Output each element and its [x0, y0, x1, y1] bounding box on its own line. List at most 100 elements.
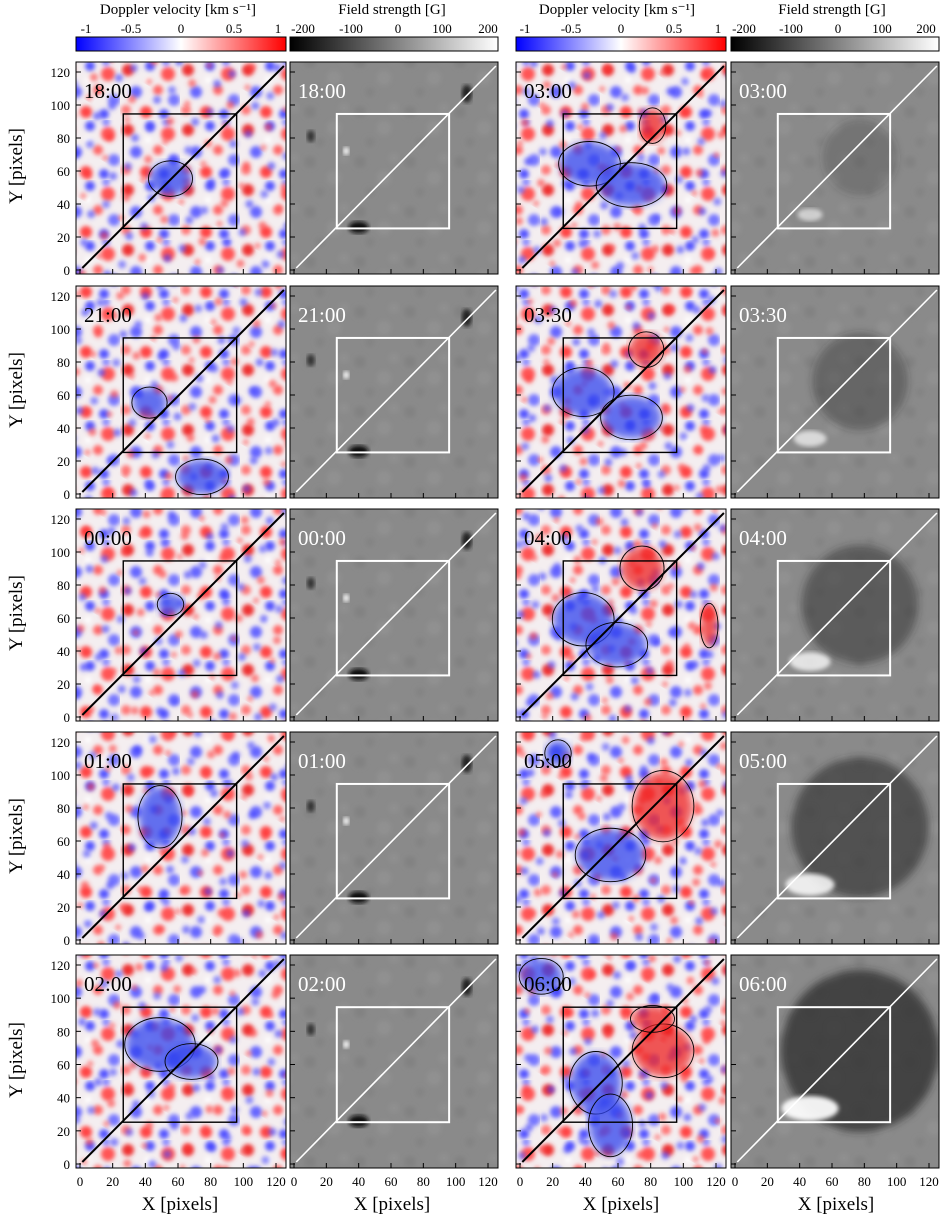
y-tick-label: 80: [57, 1024, 70, 1039]
region-box: [776, 112, 892, 230]
colorbar-tick: -1: [81, 21, 92, 36]
diagonal-cut: [295, 289, 497, 493]
y-axis-label: Y [pixels]: [6, 352, 27, 428]
x-tick-label: 80: [204, 1174, 217, 1189]
contour: [137, 785, 183, 849]
y-tick-label: 80: [57, 578, 70, 593]
region-box: [335, 112, 451, 230]
x-axis-label: X [pixels]: [354, 1194, 431, 1215]
colorbar-tick: -100: [339, 21, 363, 36]
y-tick-label: 20: [57, 454, 70, 469]
y-tick-label: 20: [57, 900, 70, 915]
panel: 21:00: [75, 285, 287, 499]
panel: 18:00: [75, 61, 287, 275]
region-box: [335, 1006, 451, 1124]
region-box: [122, 1006, 238, 1123]
timestamp-label: 04:00: [524, 526, 572, 550]
timestamp-label: 00:00: [84, 526, 132, 550]
diagonal-cut: [81, 735, 285, 939]
panel: 03:30: [730, 285, 940, 499]
panel: 06:00: [515, 954, 727, 1169]
panel: 04:00: [730, 508, 940, 722]
diagonal-cut: [295, 512, 497, 716]
y-tick-labels: 0 20 40 60 80 100 120 0 20 40 60 80 100 120 0 20 40 60 80 1…: [51, 65, 71, 1172]
panel: 03:00: [730, 61, 940, 275]
colorbar-tick: 0.5: [666, 21, 682, 36]
contour: [551, 592, 615, 647]
timestamp-label: 02:00: [298, 972, 346, 996]
colorbar-doppler: [515, 36, 727, 52]
x-tick-label: 100: [234, 1174, 254, 1189]
x-tick-label: 60: [612, 1174, 625, 1189]
timestamp-label: 21:00: [298, 303, 346, 327]
panel: 03:00: [515, 61, 727, 275]
colorbar-tick: -200: [291, 21, 315, 36]
y-tick-label: 60: [57, 611, 70, 626]
y-tick-label: 20: [57, 677, 70, 692]
diagonal-cut: [736, 958, 938, 1163]
diagonal-cut: [295, 65, 497, 269]
x-tick-label: 100: [887, 1174, 907, 1189]
timestamp-label: 03:30: [524, 303, 572, 327]
y-axis-label: Y [pixels]: [6, 575, 27, 651]
timestamp-label: 03:30: [739, 303, 787, 327]
y-tick-label: 60: [57, 164, 70, 179]
contour: [544, 739, 572, 768]
panel: 01:00: [289, 731, 499, 945]
x-tick-label: 20: [546, 1174, 559, 1189]
y-tick-label: 40: [57, 197, 70, 212]
contour: [600, 394, 663, 441]
panel: 05:00: [730, 731, 940, 945]
region-box: [122, 783, 238, 900]
panel: 21:00: [289, 285, 499, 499]
y-tick-label: 40: [57, 1091, 70, 1106]
region-box: [776, 336, 892, 454]
timestamp-label: 00:00: [298, 526, 346, 550]
contour: [631, 770, 695, 843]
diagonal-cut: [521, 512, 725, 716]
x-tick-label: 80: [417, 1174, 430, 1189]
x-axis-labels: X [pixels] X [pixels] X [pixels] X [pixe…: [142, 1194, 875, 1215]
region-box: [776, 1006, 892, 1124]
y-tick-label: 120: [51, 958, 71, 973]
colorbar-field-left: Field strength [G] -200 -100 0 100 200: [289, 2, 499, 52]
y-tick-label: 40: [57, 644, 70, 659]
colorbar-tick: 0: [395, 21, 402, 36]
x-axis-label: X [pixels]: [583, 1194, 660, 1215]
x-tick-label: 0: [77, 1174, 84, 1189]
region-box: [335, 336, 451, 454]
y-tick-label: 100: [51, 768, 71, 783]
y-tick-label: 40: [57, 421, 70, 436]
x-tick-label: 20: [106, 1174, 119, 1189]
diagonal-cut: [295, 958, 497, 1163]
y-tick-label: 60: [57, 388, 70, 403]
colorbar-tick: -0.5: [561, 21, 582, 36]
contour: [164, 1043, 219, 1080]
x-tick-label: 20: [320, 1174, 333, 1189]
region-box: [776, 782, 892, 900]
diagonal-cut: [521, 958, 725, 1163]
colorbar-doppler-label: Doppler velocity [km s⁻¹]: [539, 2, 695, 18]
colorbar-field-right: Field strength [G] -200 -100 0 100 200: [730, 2, 940, 52]
region-box: [335, 782, 451, 900]
region-box: [122, 337, 238, 454]
panel: 03:30: [515, 285, 727, 499]
contour: [551, 367, 615, 417]
panel: 02:00: [75, 954, 287, 1169]
colorbar-field: [730, 36, 940, 52]
contour: [156, 592, 185, 616]
contour: [175, 458, 229, 496]
contour: [699, 602, 719, 649]
timestamp-label: 05:00: [524, 749, 572, 773]
colorbar-tick: 100: [872, 21, 892, 36]
region-box: [335, 559, 451, 677]
diagonal-cut: [736, 65, 938, 269]
x-tick-label: 120: [266, 1174, 286, 1189]
y-tick-label: 120: [51, 512, 71, 527]
contour: [585, 621, 649, 668]
panel: 06:00: [730, 954, 940, 1169]
region-box: [562, 783, 678, 900]
panel-grid: 18:00 18:00 03:00 03:00 21:00 21:00 03:30 03:30…: [75, 61, 940, 1169]
y-axis-label: Y [pixels]: [6, 128, 27, 204]
panel: 05:00: [515, 731, 727, 945]
